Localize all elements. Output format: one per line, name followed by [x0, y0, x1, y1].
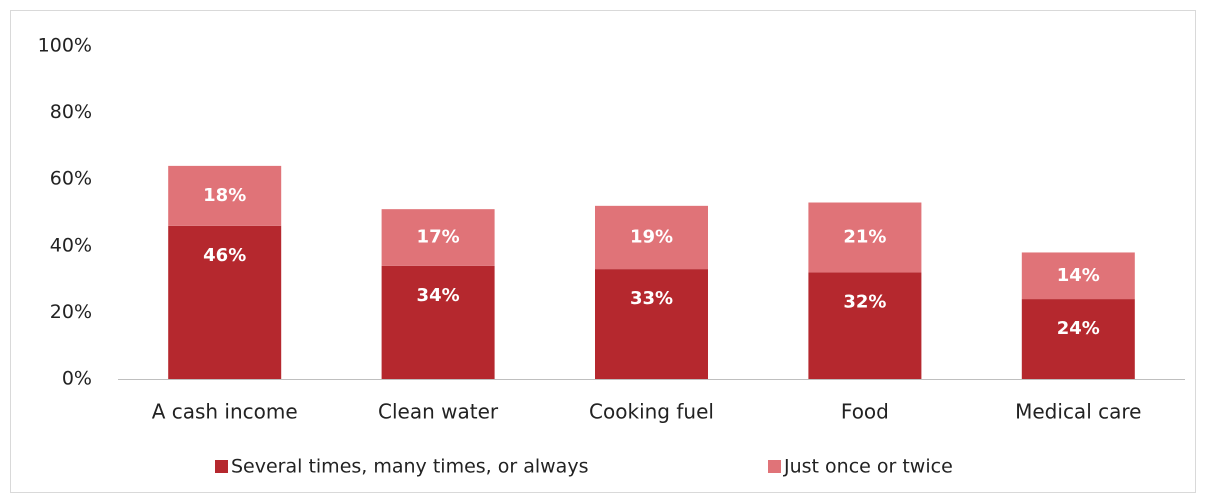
bar-segment	[168, 165, 282, 226]
legend-swatch	[768, 460, 781, 473]
bar-segment	[808, 202, 922, 273]
bar-segment	[168, 225, 282, 379]
x-tick-label: Food	[841, 400, 889, 424]
value-label: 34%	[417, 285, 460, 306]
value-label: 17%	[417, 226, 460, 247]
legend-swatch	[215, 460, 228, 473]
bar-segment	[1021, 252, 1135, 300]
y-tick-label: 100%	[38, 35, 92, 57]
value-label: 33%	[630, 288, 673, 309]
x-tick-label: Clean water	[378, 400, 499, 424]
value-label: 18%	[203, 185, 246, 206]
bar-segment	[381, 265, 495, 379]
y-tick-label: 80%	[50, 101, 92, 123]
x-tick-label: Medical care	[1015, 400, 1141, 424]
y-tick-label: 60%	[50, 168, 92, 190]
legend-label: Several times, many times, or always	[231, 456, 588, 478]
bar-segment	[1021, 299, 1135, 379]
y-tick-label: 0%	[62, 368, 92, 390]
value-label: 24%	[1057, 318, 1100, 339]
value-label: 46%	[203, 245, 246, 266]
value-label: 19%	[630, 226, 673, 247]
value-label: 32%	[843, 291, 886, 312]
y-tick-label: 20%	[50, 301, 92, 323]
bar-segment	[808, 272, 922, 379]
bar-segment	[595, 269, 708, 379]
x-tick-label: A cash income	[152, 400, 298, 424]
bar-segment	[381, 209, 495, 266]
bar-segment	[595, 205, 708, 270]
value-label: 21%	[843, 226, 886, 247]
y-tick-label: 40%	[50, 234, 92, 256]
x-tick-label: Cooking fuel	[589, 400, 714, 424]
legend-label: Just once or twice	[783, 456, 953, 478]
value-label: 14%	[1057, 265, 1100, 286]
